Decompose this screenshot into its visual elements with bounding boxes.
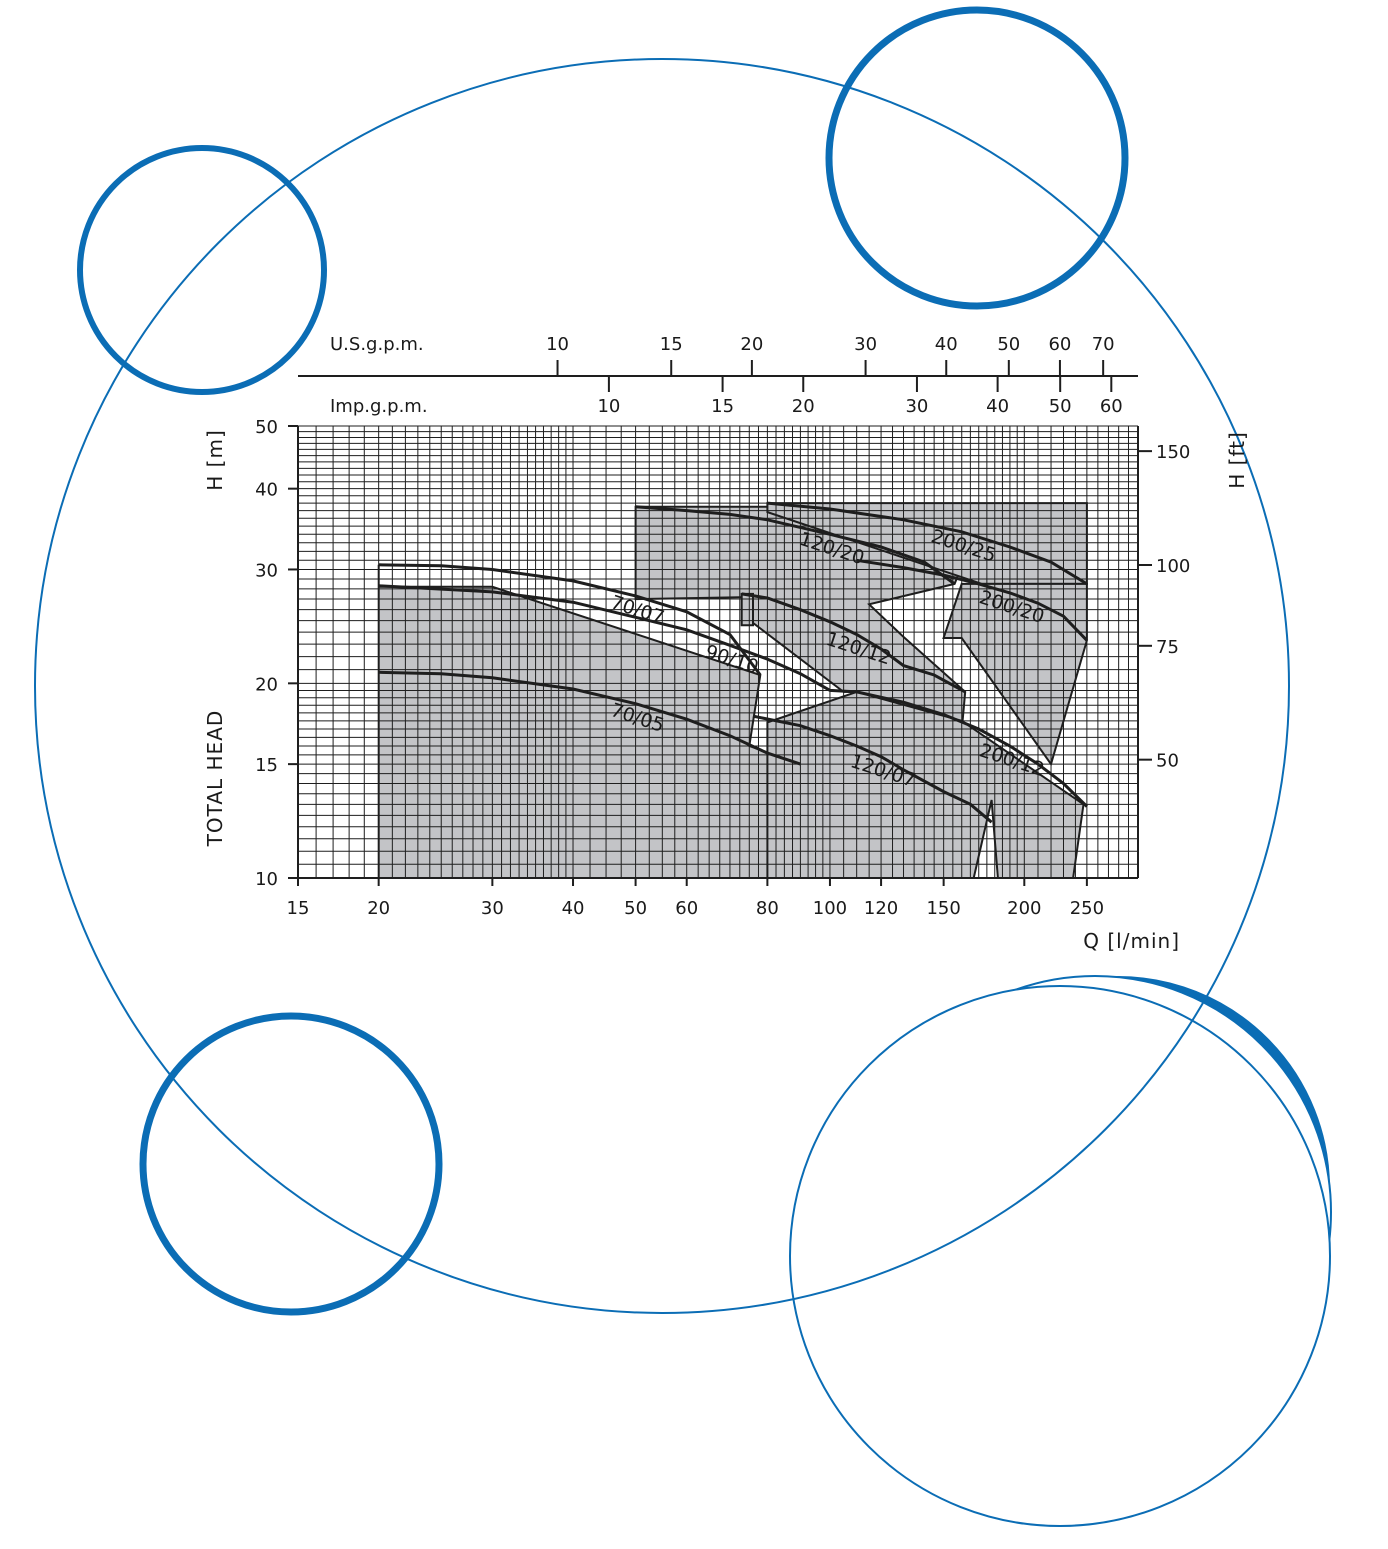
decorative-circle (789, 985, 1331, 1527)
x-tick-label: 60 (675, 898, 698, 919)
imp-gpm-tick-label: 60 (1100, 396, 1123, 417)
us-gpm-tick-label: 20 (740, 334, 763, 355)
us-gpm-tick-label: 40 (935, 334, 958, 355)
y-tick-label: 15 (255, 755, 278, 776)
x-tick-label: 30 (481, 898, 504, 919)
decorative-circle (34, 58, 1290, 1314)
us-gpm-tick-label: 70 (1092, 334, 1115, 355)
imp-gpm-tick-label: 30 (905, 396, 928, 417)
us-gpm-tick-label: 60 (1048, 334, 1071, 355)
decorative-circle (77, 145, 327, 395)
x-tick-label: 100 (813, 898, 847, 919)
decorative-circles (34, 6, 1332, 1527)
y-axis-title: TOTAL HEAD (203, 710, 227, 848)
y-axis-unit-left: H [m] (203, 429, 227, 490)
y-axis-unit-right: H [ft] (1225, 431, 1249, 489)
series-line (378, 670, 801, 766)
imp-gpm-tick-label: 50 (1049, 396, 1072, 417)
y-tick-label: 20 (255, 674, 278, 695)
imp-gpm-tick-label: 40 (986, 396, 1009, 417)
series-line (635, 505, 956, 586)
x-tick-label: 120 (864, 898, 898, 919)
imp-gpm-tick-label: 10 (597, 396, 620, 417)
us-gpm-tick-label: 15 (660, 334, 683, 355)
us-gpm-tick-label: 50 (997, 334, 1020, 355)
series-line (767, 501, 1088, 586)
x-tick-label: 200 (1007, 898, 1041, 919)
y-right-tick-label: 50 (1156, 751, 1179, 772)
y-right-tick-label: 100 (1156, 556, 1190, 577)
y-tick-label: 30 (255, 560, 278, 581)
imp-gpm-tick-label: 15 (711, 396, 734, 417)
us-gpm-tick-label: 10 (546, 334, 569, 355)
x-tick-label: 15 (287, 898, 310, 919)
x-tick-label: 50 (624, 898, 647, 919)
us-gpm-tick-label: 30 (854, 334, 877, 355)
series-line (856, 690, 1088, 808)
x-tick-label: 20 (367, 898, 390, 919)
imp-gpm-axis-title: Imp.g.p.m. (330, 396, 428, 417)
y-tick-label: 40 (255, 480, 278, 501)
us-gpm-axis-title: U.S.g.p.m. (330, 334, 424, 355)
series-line (856, 558, 1088, 642)
decorative-circle (825, 6, 1129, 310)
x-axis-title: Q [l/min] (1083, 929, 1180, 953)
decorative-circle (139, 1012, 443, 1316)
series-line (752, 714, 993, 824)
y-right-tick-label: 150 (1156, 442, 1190, 463)
x-tick-label: 80 (756, 898, 779, 919)
imp-gpm-tick-label: 20 (792, 396, 815, 417)
x-tick-label: 40 (562, 898, 585, 919)
y-tick-label: 10 (255, 869, 278, 890)
series-line (741, 592, 966, 694)
y-right-tick-label: 75 (1156, 637, 1179, 658)
x-tick-label: 250 (1070, 898, 1104, 919)
series-line (378, 584, 857, 694)
grid (297, 425, 1139, 879)
series-line (378, 563, 762, 676)
y-tick-label: 50 (255, 417, 278, 438)
x-tick-label: 150 (926, 898, 960, 919)
axes: 15 20 30 40 50 60 80 100 120 150 200 250 10 15 20 30 40 5… (255, 334, 1190, 919)
